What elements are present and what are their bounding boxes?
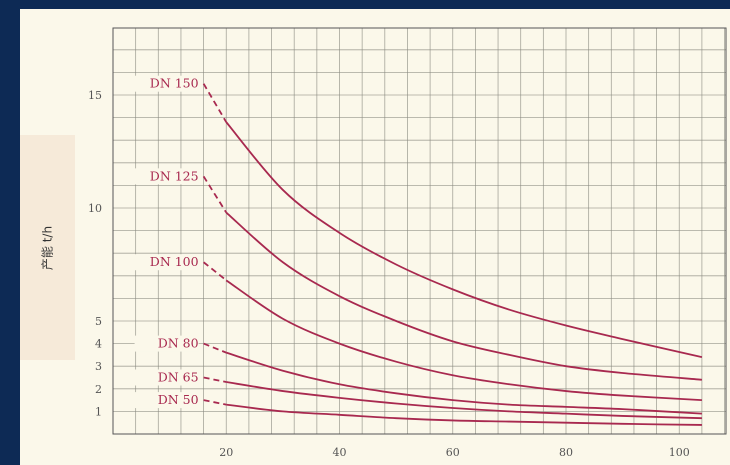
series-label: DN 100 bbox=[150, 254, 199, 269]
series-label: DN 125 bbox=[150, 168, 199, 183]
series-lines bbox=[202, 83, 703, 426]
series-label: DN 50 bbox=[158, 392, 199, 407]
y-tick-label: 4 bbox=[95, 338, 102, 351]
grid bbox=[112, 27, 727, 435]
series-label-background bbox=[134, 369, 199, 386]
series-label-background bbox=[134, 254, 199, 271]
series-line bbox=[225, 279, 702, 401]
y-tick-label: 5 bbox=[95, 315, 102, 328]
series-line bbox=[226, 381, 702, 420]
x-tick-label: 100 bbox=[669, 446, 690, 459]
plot-border bbox=[112, 27, 727, 435]
y-tick-label: 15 bbox=[88, 89, 102, 102]
series-dashed-segment bbox=[203, 376, 227, 383]
series-dashed-segment bbox=[202, 83, 228, 123]
series-label: DN 80 bbox=[158, 336, 199, 351]
y-tick-label: 10 bbox=[88, 202, 102, 215]
series-label-background bbox=[134, 392, 199, 409]
y-tick-label: 3 bbox=[95, 360, 102, 373]
series-dashed-segment bbox=[203, 261, 227, 282]
series-dashed-segment bbox=[202, 175, 228, 213]
series-dashed-segment bbox=[203, 399, 227, 406]
x-tick-label: 40 bbox=[333, 446, 347, 459]
series-label: DN 65 bbox=[158, 370, 199, 385]
series-line bbox=[226, 403, 702, 426]
series-label-background bbox=[134, 75, 199, 92]
y-axis-label-panel bbox=[20, 135, 75, 360]
series-label: DN 150 bbox=[150, 76, 199, 91]
x-tick-label: 60 bbox=[446, 446, 460, 459]
x-tick-label: 20 bbox=[219, 446, 233, 459]
series-line bbox=[225, 211, 702, 381]
x-tick-label: 80 bbox=[559, 446, 573, 459]
series-line bbox=[225, 121, 703, 359]
y-tick-label: 1 bbox=[95, 405, 102, 418]
series-label-background bbox=[134, 168, 199, 185]
y-tick-label: 2 bbox=[95, 383, 102, 396]
series-line bbox=[225, 351, 702, 415]
series-labels: DN 150 DN 125 DN 100 DN 80 DN 65 DN 50 bbox=[134, 75, 199, 409]
series-label-background bbox=[134, 335, 199, 352]
ticks: 20 40 60 80 100 1 2 3 4 5 10 15 bbox=[88, 89, 690, 459]
series-dashed-segment bbox=[203, 342, 227, 354]
